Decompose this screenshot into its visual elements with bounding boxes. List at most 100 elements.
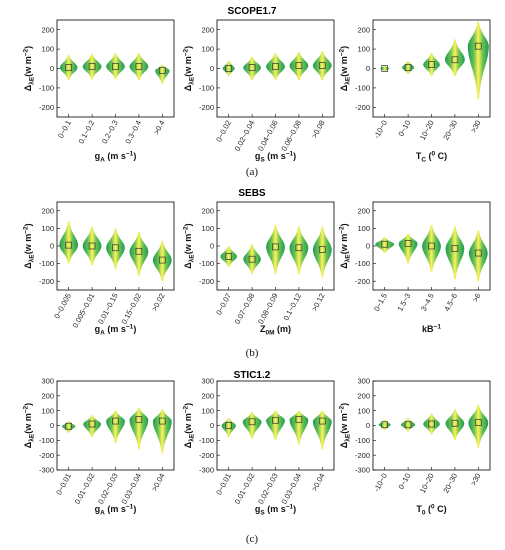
violin-3 (445, 39, 465, 77)
violin-1 (82, 53, 102, 80)
violin-2 (266, 410, 285, 441)
panel-r0-c0: 200 100 0 -100 -200 ΔλE(w m−2) 0~0.1 0.1~0.2 0.2… (23, 19, 175, 164)
x-tick-label: >6 (471, 292, 483, 304)
x-tick-label: 10~20 (418, 119, 436, 142)
x-tick-label: 0.07~0.08 (233, 292, 257, 326)
x-axis-label: Z0M (m) (260, 324, 291, 337)
violin-2 (423, 413, 440, 435)
violin-4 (312, 410, 332, 450)
y-tick-label: -200 (39, 277, 54, 286)
caption-b: (b) (246, 347, 259, 359)
y-axis-label: ΔλE(w m−2) (23, 403, 36, 448)
x-tick-label: 0~10 (396, 119, 412, 138)
violin-1 (243, 244, 261, 275)
violin-0 (378, 419, 391, 430)
violin-3 (129, 53, 149, 81)
violin-1 (242, 412, 262, 439)
violin-0 (59, 54, 78, 81)
violin-0 (222, 60, 235, 77)
x-tick-label: 0~0.005 (52, 292, 73, 320)
x-tick-label: >0.02 (150, 292, 167, 313)
median-marker (404, 421, 412, 429)
x-axis-label: kB−1 (422, 324, 441, 335)
median-marker (158, 256, 166, 264)
violin-4 (312, 51, 332, 81)
x-tick-label: 0.04~0.06 (256, 119, 280, 153)
y-tick-label: 100 (41, 406, 54, 415)
median-marker (451, 56, 459, 64)
median-marker (135, 63, 143, 70)
y-tick-label: 300 (41, 377, 54, 386)
x-tick-label: 0.15~0.02 (119, 292, 143, 326)
y-tick-label: 300 (201, 377, 214, 386)
x-tick-label: 0.02~0.03 (256, 472, 280, 506)
panel-r0-c1: 200 100 0 -100 -200 ΔλE(w m−2) 0~0.02 0.02~0.04… (183, 19, 335, 164)
y-tick-label: -100 (355, 259, 370, 268)
y-tick-label: -100 (199, 436, 214, 445)
x-tick-label: 0.02~0.03 (96, 472, 120, 506)
y-tick-label: 100 (41, 45, 54, 54)
median-marker (474, 42, 482, 50)
x-tick-label: 10~20 (418, 472, 436, 495)
median-marker (428, 420, 435, 428)
violin-0 (375, 237, 395, 253)
y-axis-label: ΔλE(w m−2) (23, 223, 36, 268)
median-marker (135, 247, 143, 255)
y-tick-label: -100 (355, 84, 370, 93)
y-tick-label: -100 (39, 259, 54, 268)
violin-4 (155, 64, 170, 84)
violin-4 (312, 226, 332, 278)
y-tick-label: 200 (357, 25, 370, 34)
y-tick-label: -200 (355, 277, 370, 286)
y-tick-label: 200 (41, 391, 54, 400)
x-tick-label: 4.5~6 (442, 292, 459, 313)
y-tick-label: -300 (39, 466, 54, 475)
median-marker (112, 63, 119, 70)
y-tick-label: 0 (50, 64, 54, 73)
y-tick-label: 200 (357, 206, 370, 215)
x-tick-label: >30 (469, 472, 483, 487)
median-marker (295, 416, 303, 423)
y-axis-label: ΔλE(w m−2) (183, 223, 196, 268)
y-tick-label: 100 (357, 224, 370, 233)
y-tick-label: 0 (210, 242, 214, 251)
median-marker (318, 62, 326, 69)
median-marker (88, 63, 96, 70)
x-tick-label: 0.06~0.08 (279, 119, 303, 153)
median-marker (404, 240, 412, 247)
violin-2 (422, 224, 441, 273)
y-tick-label: 0 (366, 64, 370, 73)
y-tick-label: 0 (50, 242, 54, 251)
median-marker (451, 419, 459, 427)
median-marker (248, 64, 256, 71)
violin-0 (59, 221, 78, 264)
x-tick-label: 0.03~0.04 (279, 472, 303, 506)
x-tick-label: 0~10 (396, 472, 412, 491)
x-tick-label: 0.3~0.4 (123, 119, 143, 146)
y-tick-label: 200 (41, 206, 54, 215)
x-tick-label: 0.01~0.15 (96, 292, 120, 326)
y-tick-label: 0 (210, 64, 214, 73)
x-axis-label: T0 (0 C) (416, 504, 446, 517)
median-marker (248, 255, 256, 263)
violin-3 (289, 52, 309, 81)
median-marker (272, 243, 279, 251)
violin-3 (129, 407, 149, 450)
x-tick-label: 3~4.5 (419, 292, 436, 313)
y-tick-label: -200 (199, 451, 214, 460)
y-tick-label: -300 (199, 466, 214, 475)
x-tick-label: 0.005~0.01 (71, 292, 97, 330)
median-marker (88, 242, 96, 250)
y-tick-label: -100 (39, 84, 54, 93)
violin-0 (380, 65, 389, 72)
violin-3 (445, 226, 465, 280)
violin-1 (83, 415, 101, 438)
median-marker (272, 63, 279, 70)
row-title-stic: STIC1.2 (234, 370, 271, 381)
y-axis-label: ΔλE(w m−2) (339, 46, 352, 91)
violin-1 (243, 56, 261, 81)
violin-3 (289, 410, 309, 445)
violin-0 (221, 418, 236, 438)
